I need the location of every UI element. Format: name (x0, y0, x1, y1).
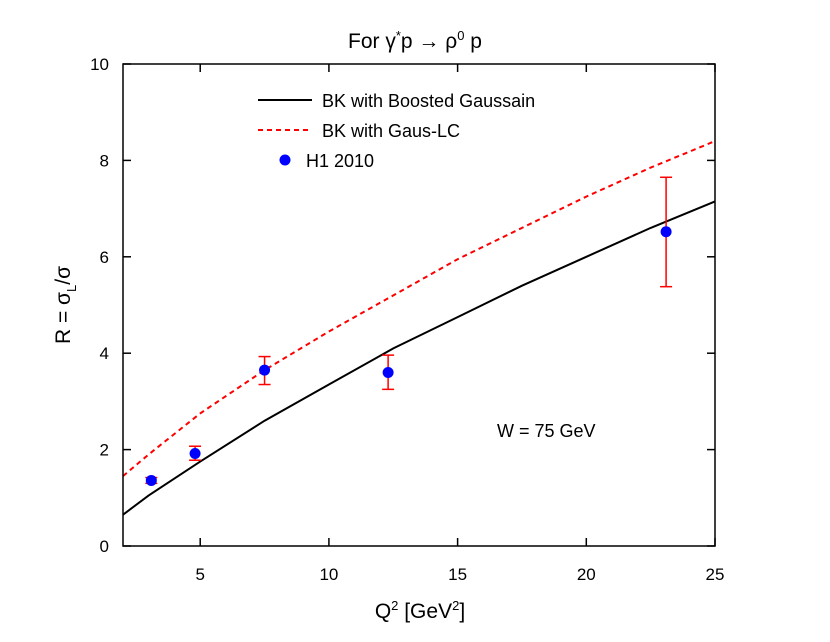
data-point-h1-2010 (660, 226, 672, 238)
plot-frame (122, 63, 716, 547)
legend: BK with Boosted Gaussain BK with Gaus-LC… (258, 91, 535, 171)
x-tick-label: 15 (448, 565, 467, 584)
x-tick-label: 5 (195, 565, 204, 584)
y-tick-label: 8 (100, 151, 109, 170)
y-tick-label: 10 (90, 55, 109, 74)
chart-title: For γ*p → ρ0 p (348, 28, 482, 53)
x-tick-label: 10 (319, 565, 338, 584)
y-tick-label: 6 (100, 248, 109, 267)
data-point-h1-2010 (382, 366, 394, 378)
series-line-bk-with-boosted-gaussain (122, 200, 716, 516)
x-tick-label: 25 (706, 565, 725, 584)
y-tick-label: 2 (100, 441, 109, 460)
legend-label-gaus-lc: BK with Gaus-LC (322, 121, 460, 141)
x-axis-title: Q2 [GeV2] (375, 598, 465, 623)
y-tick-label: 0 (100, 537, 109, 556)
x-tick-label: 20 (577, 565, 596, 584)
legend-label-boosted-gaussian: BK with Boosted Gaussain (322, 91, 535, 111)
legend-marker-h1-2010 (279, 154, 291, 166)
data-point-h1-2010 (189, 447, 201, 459)
y-axis-title: R = σL/σ (52, 266, 79, 344)
legend-label-h1-2010: H1 2010 (306, 151, 374, 171)
series-line-bk-with-gaus-lc (122, 140, 716, 477)
y-tick-label: 4 (100, 344, 109, 363)
data-point-h1-2010 (145, 474, 157, 486)
data-point-h1-2010 (259, 364, 271, 376)
energy-annotation: W = 75 GeV (497, 421, 596, 441)
